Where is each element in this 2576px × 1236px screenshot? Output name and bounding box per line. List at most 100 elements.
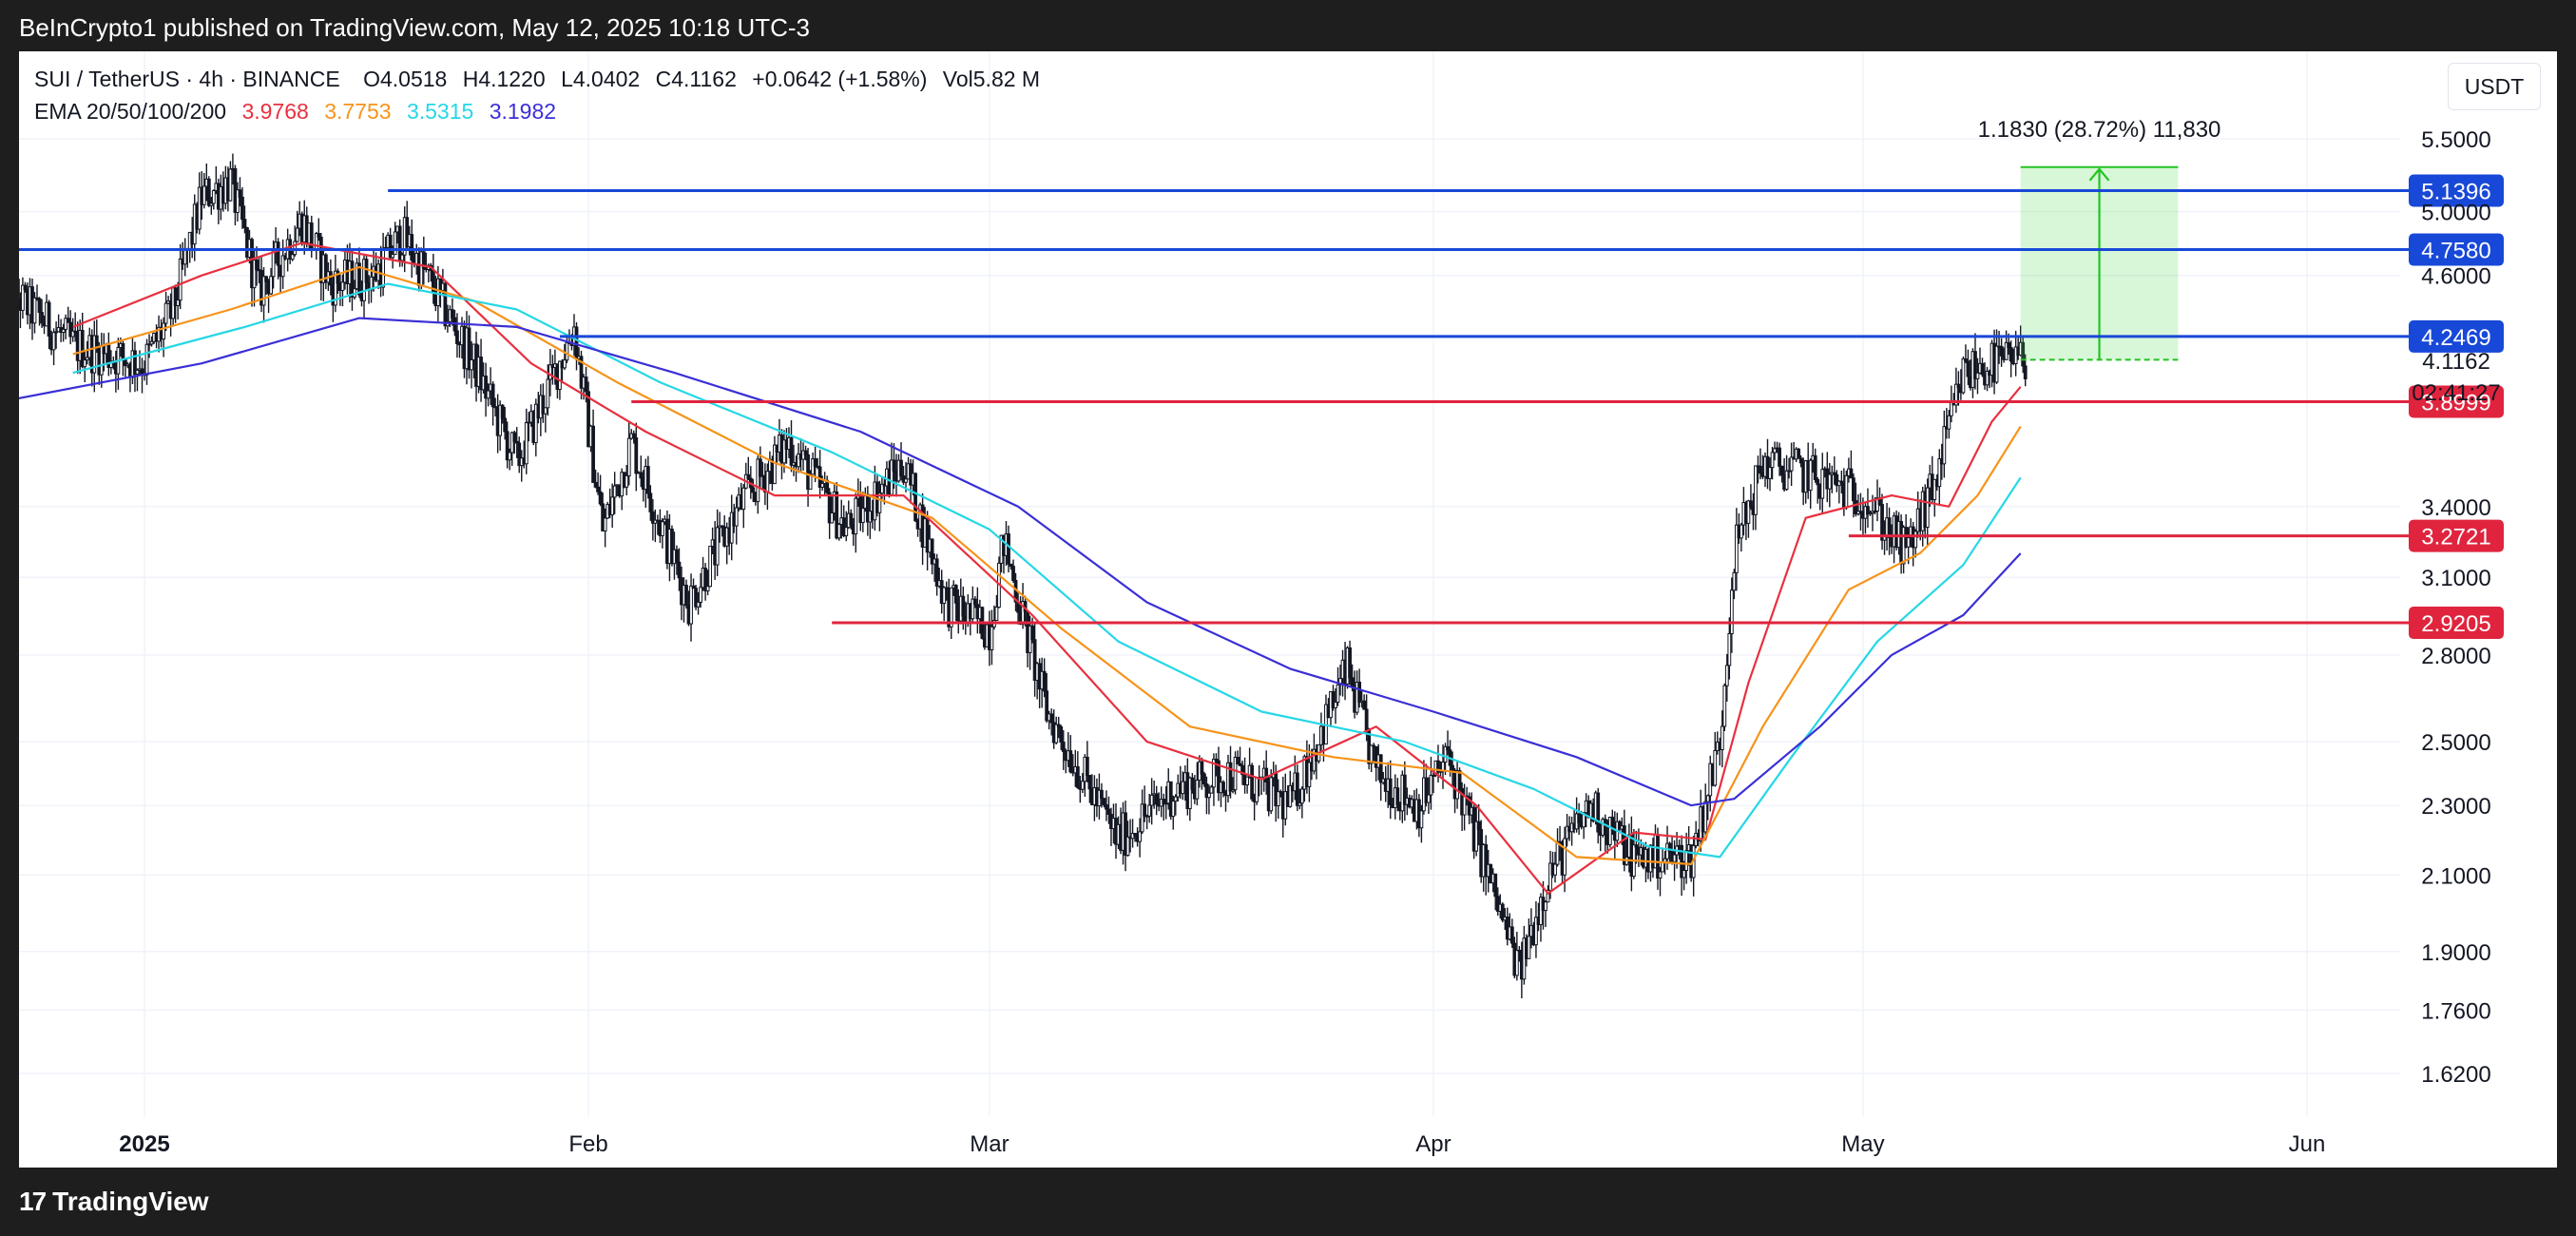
candle bbox=[660, 517, 664, 549]
candle bbox=[1238, 746, 1242, 767]
candle bbox=[1582, 812, 1586, 840]
candle bbox=[634, 422, 639, 492]
candle bbox=[797, 443, 800, 473]
candle bbox=[1362, 694, 1367, 710]
y-tick-label: 2.5000 bbox=[2421, 730, 2490, 756]
candle bbox=[1947, 410, 1951, 439]
x-tick-label: Mar bbox=[970, 1131, 1009, 1157]
candle bbox=[1854, 482, 1858, 517]
candle bbox=[1474, 805, 1479, 857]
candle bbox=[1154, 785, 1159, 816]
candle bbox=[953, 584, 958, 622]
candle bbox=[240, 186, 244, 229]
candle bbox=[1835, 470, 1839, 492]
chart-area[interactable]: 1.1830 (28.72%) 11,830 5.1396 4.7580 4.2469… bbox=[19, 51, 2557, 1168]
ema-legend-label: EMA 20/50/100/200 bbox=[34, 99, 227, 124]
candle bbox=[1985, 366, 1990, 392]
candle bbox=[261, 266, 266, 323]
candle bbox=[183, 238, 187, 277]
candle bbox=[1866, 488, 1870, 528]
candle bbox=[1798, 454, 1803, 468]
candle bbox=[1133, 832, 1137, 842]
candle bbox=[1295, 764, 1299, 811]
candle bbox=[1202, 771, 1206, 787]
candle bbox=[1446, 730, 1450, 756]
ema100-value: 3.5315 bbox=[406, 99, 474, 124]
candle bbox=[1514, 931, 1519, 981]
candle bbox=[1925, 478, 1930, 546]
y-tick-label: 2.3000 bbox=[2421, 794, 2490, 820]
candle bbox=[1966, 349, 1970, 386]
candle bbox=[490, 380, 495, 426]
tradingview-logo[interactable]: 17 TradingView bbox=[19, 1187, 209, 1217]
support-level-badge bbox=[2409, 519, 2504, 552]
candle bbox=[1207, 784, 1211, 815]
candle bbox=[1147, 793, 1152, 823]
ema-line-1 bbox=[72, 241, 2022, 895]
candle bbox=[1887, 507, 1892, 555]
candle bbox=[1269, 769, 1274, 815]
candle bbox=[1596, 787, 1601, 844]
candle bbox=[827, 488, 832, 539]
ema50-value: 3.7753 bbox=[324, 99, 392, 124]
candle bbox=[149, 336, 154, 347]
candle bbox=[1100, 782, 1104, 808]
candle bbox=[817, 450, 822, 499]
candle bbox=[505, 421, 509, 469]
candle bbox=[1739, 522, 1743, 552]
candle bbox=[211, 189, 216, 210]
candle bbox=[1245, 776, 1249, 794]
candle bbox=[803, 445, 808, 461]
candle bbox=[1724, 653, 1729, 702]
candle bbox=[741, 484, 746, 529]
candle bbox=[1839, 470, 1844, 493]
candle bbox=[1476, 803, 1481, 846]
candle bbox=[1832, 456, 1836, 485]
candle bbox=[1773, 441, 1777, 461]
candle bbox=[746, 456, 751, 481]
publisher-text: BeInCrypto1 published on TradingView.com… bbox=[19, 13, 810, 42]
support-level-badge-label: 3.8999 bbox=[2421, 390, 2490, 415]
candle bbox=[1770, 446, 1775, 480]
candle bbox=[163, 291, 168, 332]
candle bbox=[176, 281, 181, 320]
candle bbox=[333, 254, 337, 313]
candle bbox=[565, 335, 569, 363]
candle bbox=[603, 508, 607, 548]
candle bbox=[860, 492, 865, 532]
candle bbox=[357, 247, 361, 299]
candle bbox=[1534, 900, 1538, 958]
candle bbox=[1068, 735, 1073, 774]
candle bbox=[202, 172, 206, 209]
candle bbox=[825, 475, 830, 495]
ema200-value: 3.1982 bbox=[489, 99, 557, 124]
candle bbox=[1231, 777, 1235, 794]
candle bbox=[934, 553, 939, 596]
candle bbox=[336, 268, 340, 295]
candle bbox=[830, 496, 835, 524]
candle bbox=[708, 546, 713, 588]
candle bbox=[1236, 750, 1240, 765]
price-chart[interactable]: 1.1830 (28.72%) 11,830 5.1396 4.7580 4.2469… bbox=[19, 51, 2557, 1168]
candle bbox=[1424, 763, 1429, 807]
candle bbox=[1061, 730, 1066, 770]
candle bbox=[1348, 640, 1352, 686]
ema20-value: 3.9768 bbox=[241, 99, 309, 124]
currency-button[interactable]: USDT bbox=[2448, 63, 2541, 110]
candle bbox=[1852, 473, 1855, 518]
candle bbox=[517, 436, 522, 473]
candle bbox=[773, 435, 777, 485]
candle bbox=[51, 328, 56, 366]
candle bbox=[1125, 821, 1130, 857]
candle bbox=[877, 480, 882, 531]
resistance-level-badge bbox=[2409, 233, 2504, 266]
x-tick-label: May bbox=[1841, 1131, 1884, 1157]
current-price-label: 4.1162 bbox=[2422, 349, 2490, 375]
candle bbox=[1495, 887, 1500, 917]
candle bbox=[835, 481, 839, 540]
candle bbox=[1849, 450, 1854, 479]
candle bbox=[1975, 357, 1980, 395]
candle bbox=[942, 586, 947, 622]
candle bbox=[1451, 751, 1454, 787]
resistance-level-badge-label: 5.1396 bbox=[2421, 180, 2490, 205]
